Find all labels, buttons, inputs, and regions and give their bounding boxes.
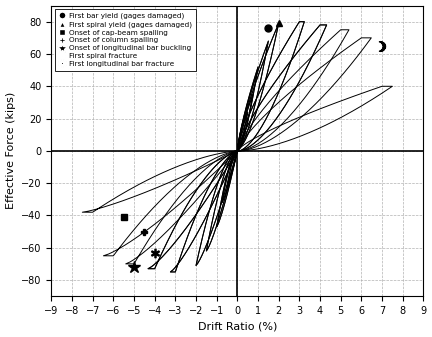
Legend: First bar yield (gages damaged), First spiral yield (gages damaged), Onset of ca: First bar yield (gages damaged), First s…	[55, 9, 196, 71]
X-axis label: Drift Ratio (%): Drift Ratio (%)	[198, 321, 277, 332]
Y-axis label: Effective Force (kips): Effective Force (kips)	[6, 92, 16, 210]
